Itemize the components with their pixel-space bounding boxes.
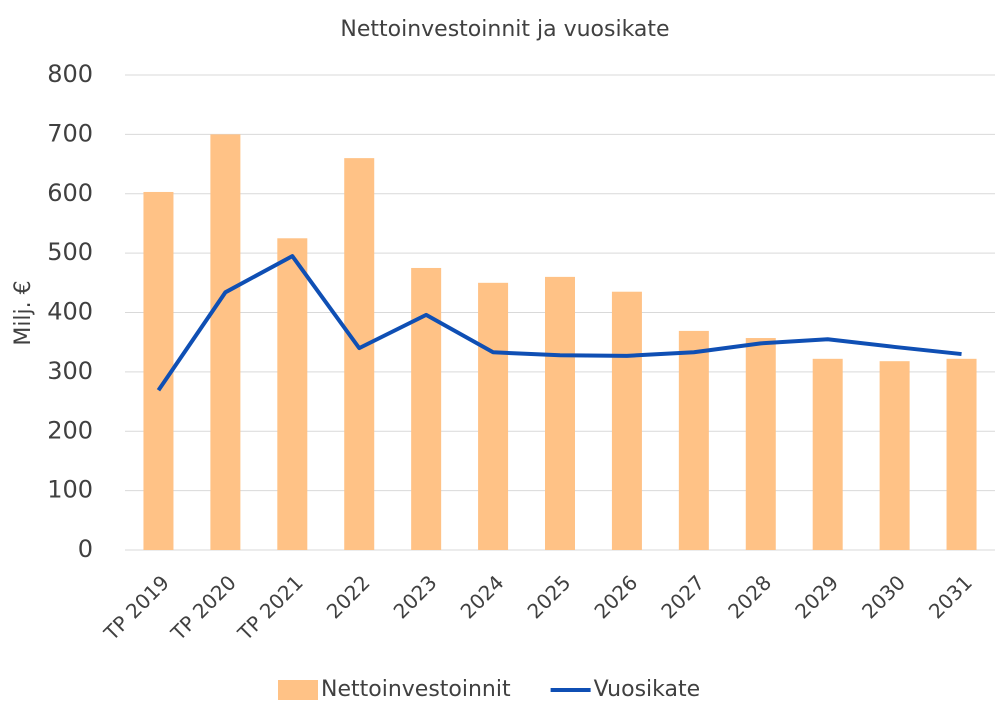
- y-tick-label: 200: [47, 416, 93, 444]
- bar: [478, 282, 509, 550]
- bar: [210, 134, 241, 550]
- bar: [946, 358, 977, 550]
- y-tick-label: 400: [47, 298, 93, 326]
- x-tick-label: 2024: [456, 570, 509, 623]
- bar: [277, 238, 308, 550]
- x-tick-label: 2023: [389, 570, 442, 623]
- bar: [545, 276, 575, 550]
- bar: [344, 158, 375, 550]
- x-tick-label: TP 2019: [99, 570, 174, 645]
- legend-swatch: [278, 680, 318, 700]
- legend-label: Nettoinvestoinnit: [321, 677, 511, 702]
- y-tick-label: 100: [47, 476, 93, 504]
- y-axis-label: Milj. €: [11, 280, 36, 345]
- legend-label: Vuosikate: [594, 677, 701, 702]
- y-tick-label: 0: [78, 535, 93, 563]
- x-tick-label: 2027: [656, 570, 709, 623]
- x-tick-label: 2030: [857, 570, 910, 623]
- bar: [879, 361, 910, 550]
- line: [156, 254, 962, 392]
- bar: [611, 291, 642, 550]
- bar: [745, 338, 776, 550]
- x-tick-label: 2026: [589, 570, 642, 623]
- x-tick-label: 2025: [522, 570, 575, 623]
- y-tick-label: 700: [47, 119, 93, 147]
- bar: [411, 267, 442, 550]
- bar: [143, 191, 174, 550]
- x-tick-label: 2022: [322, 570, 375, 623]
- x-tick-label: 2028: [723, 570, 776, 623]
- chart-title: Nettoinvestoinnit ja vuosikate: [340, 17, 669, 42]
- bar: [678, 330, 709, 550]
- y-tick-label: 600: [47, 179, 93, 207]
- x-tick-label: 2029: [790, 570, 843, 623]
- bar: [812, 358, 843, 550]
- x-tick-label: 2031: [924, 570, 977, 623]
- y-tick-label: 800: [47, 60, 93, 88]
- x-tick-label: TP 2021: [232, 570, 307, 645]
- y-tick-label: 300: [47, 357, 93, 385]
- x-tick-label: TP 2020: [165, 570, 240, 645]
- y-tick-label: 500: [47, 238, 93, 266]
